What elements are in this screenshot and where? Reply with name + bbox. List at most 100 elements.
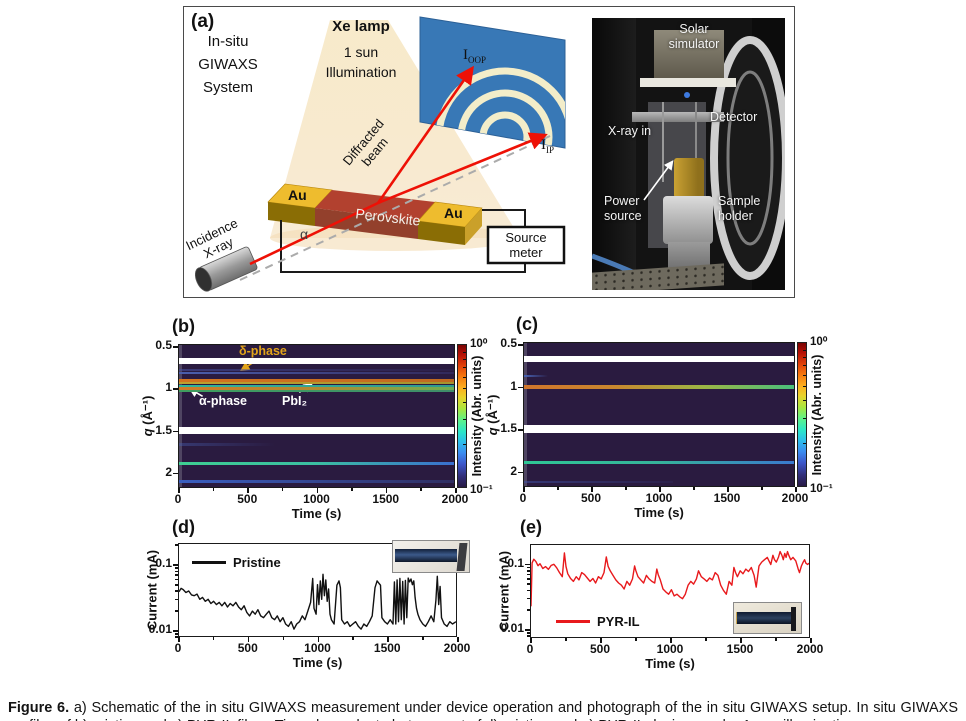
ioop-base: I [463, 47, 468, 63]
c-colorbar-label: Intensity (Abr. units) [810, 354, 824, 475]
d-legend-line [192, 561, 226, 564]
x-axis-tick-label: 500 [580, 491, 602, 505]
panel-b-label: (b) [172, 316, 195, 336]
colorbar-minor-tick [463, 376, 466, 378]
e-x-axis-label: Time (s) [645, 656, 695, 671]
photo-bracket [632, 112, 724, 122]
x-axis-tick-label: 0 [174, 641, 182, 655]
x-axis-tick [455, 488, 457, 493]
x-axis-tick [317, 637, 320, 642]
power-line-2: source [604, 209, 642, 223]
x-axis-tick-label: 1000 [303, 492, 330, 506]
x-axis-minor-tick [420, 488, 422, 491]
y-axis-minor-tick [527, 566, 530, 569]
heatmap-diffraction-band [524, 461, 794, 464]
photo-sample-holder-label: Sample holder [718, 194, 760, 224]
photo-stage-cylinder [663, 196, 713, 244]
photo-detector-ring [592, 36, 785, 283]
iip-base: I [541, 137, 546, 153]
x-axis-tick-label: 2000 [781, 491, 809, 505]
xe-lamp-label: Xe lamp [332, 18, 390, 35]
x-axis-minor-tick [761, 487, 763, 490]
d-x-axis-label: Time (s) [292, 655, 343, 670]
x-axis-tick-label: 2000 [443, 641, 471, 655]
y-axis-minor-tick [175, 570, 178, 573]
y-axis-minor-tick [175, 578, 178, 581]
x-axis-tick-label: 1000 [304, 641, 331, 655]
circuit-wires [280, 209, 566, 273]
x-axis-minor-tick [565, 638, 567, 641]
e-legend: PYR-IL [556, 614, 640, 629]
heatmap-diffraction-band [524, 385, 794, 389]
photo-solar-simulator-box [654, 30, 724, 78]
colorbar-minor-tick [803, 365, 806, 367]
specular-dashed-line [239, 135, 551, 281]
xray-tube [194, 246, 258, 292]
heatmap-diffraction-band [179, 382, 454, 385]
x-axis-minor-tick [352, 637, 354, 640]
y-axis-tick-label: 1.5 [155, 422, 172, 437]
x-axis-minor-tick [557, 487, 559, 490]
x-axis-tick [530, 638, 532, 643]
e-legend-line [556, 620, 590, 623]
iip-sub: IP [546, 145, 555, 155]
source-meter-line-1: Source [505, 230, 547, 245]
y-axis-tick-label: 2 [510, 463, 517, 478]
system-line-1: In-situ [207, 33, 249, 50]
source-meter-label: Source meter [489, 230, 563, 260]
y-axis-minor-tick [527, 570, 530, 572]
system-line-2: GIWAXS [198, 56, 258, 73]
heatmap-diffraction-band [179, 479, 454, 483]
delta-phase-annotation: δ-phase [239, 344, 287, 358]
photo-blue-led [684, 92, 690, 98]
heatmap-diffraction-band [179, 386, 454, 390]
y-axis-tick-label: 0.1 [155, 556, 172, 571]
detector-gap-band [179, 357, 454, 365]
x-axis-tick-label: 0 [526, 642, 534, 656]
colorbar-minor-tick [463, 358, 466, 360]
photo-power-source-label: Power source [604, 194, 642, 224]
y-axis-tick-label: 0.5 [500, 336, 517, 351]
x-axis-tick-label: 0 [519, 491, 527, 505]
x-axis-tick [247, 637, 250, 642]
colorbar-minor-tick [463, 419, 466, 421]
d-current-trace [179, 573, 456, 630]
y-axis-minor-tick [175, 574, 178, 576]
y-axis-minor-tick [527, 632, 530, 634]
giwaxs-heatmap-pyr-il: (c) q (Å⁻¹) Time (s) 10⁰ 10⁻¹ Intensity … [485, 314, 833, 520]
ioop-sub: OOP [468, 55, 487, 65]
photo-solar-simulator-label: Solar simulator [654, 22, 734, 52]
y-axis-minor-tick [175, 610, 178, 612]
x-axis-tick [659, 487, 661, 492]
b-colorbar-label: Intensity (Abr. units) [470, 355, 484, 477]
sample-line-1: Sample [718, 194, 761, 208]
y-axis-tick-label: 1 [510, 378, 517, 393]
x-axis-tick [727, 487, 729, 492]
y-axis-tick [173, 430, 178, 433]
d-inset-film [395, 549, 457, 562]
y-axis-tick-label: 0.5 [155, 338, 172, 353]
colorbar-minor-tick [463, 401, 466, 403]
one-sun-label: 1 sun [343, 44, 379, 60]
system-line-3: System [202, 79, 253, 96]
photo-simulator-plate [640, 78, 736, 87]
y-axis-tick-label: 0.1 [507, 555, 524, 570]
solar-line-1: Solar [679, 22, 709, 36]
photocurrent-chart-pristine: (d) Current (mA) Pristine Time (s) 0 500 1… [145, 517, 471, 670]
y-axis-tick [173, 629, 178, 632]
x-axis-tick-label: 1500 [713, 491, 741, 505]
c-colorbar-max: 10⁰ [810, 336, 828, 348]
colorbar-minor-tick [803, 417, 806, 419]
c-colorbar-min: 10⁻¹ [810, 483, 833, 495]
setup-photograph: Solar simulator Detector X-ray in Power … [592, 18, 785, 290]
y-axis-minor-tick [527, 578, 530, 580]
x-axis-tick [387, 637, 389, 642]
detector-gap-band [524, 425, 794, 433]
x-axis-minor-tick [693, 487, 695, 490]
x-axis-minor-tick [351, 488, 353, 491]
x-axis-tick-label: 2000 [796, 642, 824, 656]
x-axis-tick [385, 488, 388, 493]
giwaxs-heatmap-pristine: (b) q (Å⁻¹) δ-phase α-phase PbI₂ Time (s… [140, 316, 493, 521]
source-meter-line-2: meter [509, 245, 543, 260]
